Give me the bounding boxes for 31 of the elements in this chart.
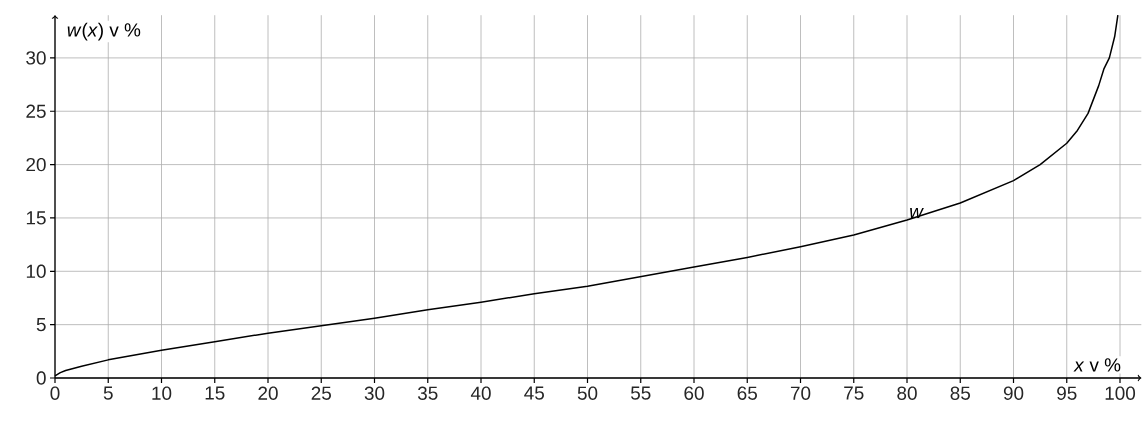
x-tick-label: 45: [524, 386, 544, 400]
x-tick-label: 35: [417, 386, 438, 400]
x-tick-label: 15: [205, 386, 225, 400]
x-axis-title: x v %: [1073, 358, 1121, 372]
y-tick-label: 0: [36, 371, 46, 385]
y-tick-label: 30: [26, 51, 46, 65]
y-tick-label: 20: [26, 157, 46, 172]
x-tick-label: 10: [152, 386, 172, 400]
y-tick-label: 15: [26, 211, 46, 225]
x-tick-label: 0: [50, 386, 60, 400]
x-tick-label: 50: [577, 386, 598, 400]
x-tick-label: 85: [950, 386, 970, 400]
x-tick-label: 75: [844, 386, 864, 400]
x-tick-label: 20: [258, 386, 278, 400]
x-tick-label: 30: [364, 386, 385, 400]
x-tick-label: 70: [790, 386, 811, 400]
x-tick-label: 5: [103, 386, 113, 400]
y-axis-title: w(x) v %: [67, 22, 141, 41]
x-tick-label: 40: [470, 386, 491, 400]
series-label: w: [910, 207, 924, 218]
y-tick-label: 5: [36, 318, 46, 332]
x-tick-label: 90: [1003, 386, 1024, 400]
y-tick-label: 10: [26, 264, 46, 278]
y-tick-label: 25: [26, 104, 46, 118]
x-tick-label: 65: [737, 386, 757, 400]
x-tick-label: 100: [1105, 386, 1136, 400]
x-tick-label: 25: [311, 386, 331, 400]
x-tick-label: 55: [630, 386, 651, 400]
x-tick-label: 80: [897, 386, 917, 400]
x-tick-label: 60: [684, 386, 704, 400]
x-tick-label: 95: [1057, 386, 1077, 400]
